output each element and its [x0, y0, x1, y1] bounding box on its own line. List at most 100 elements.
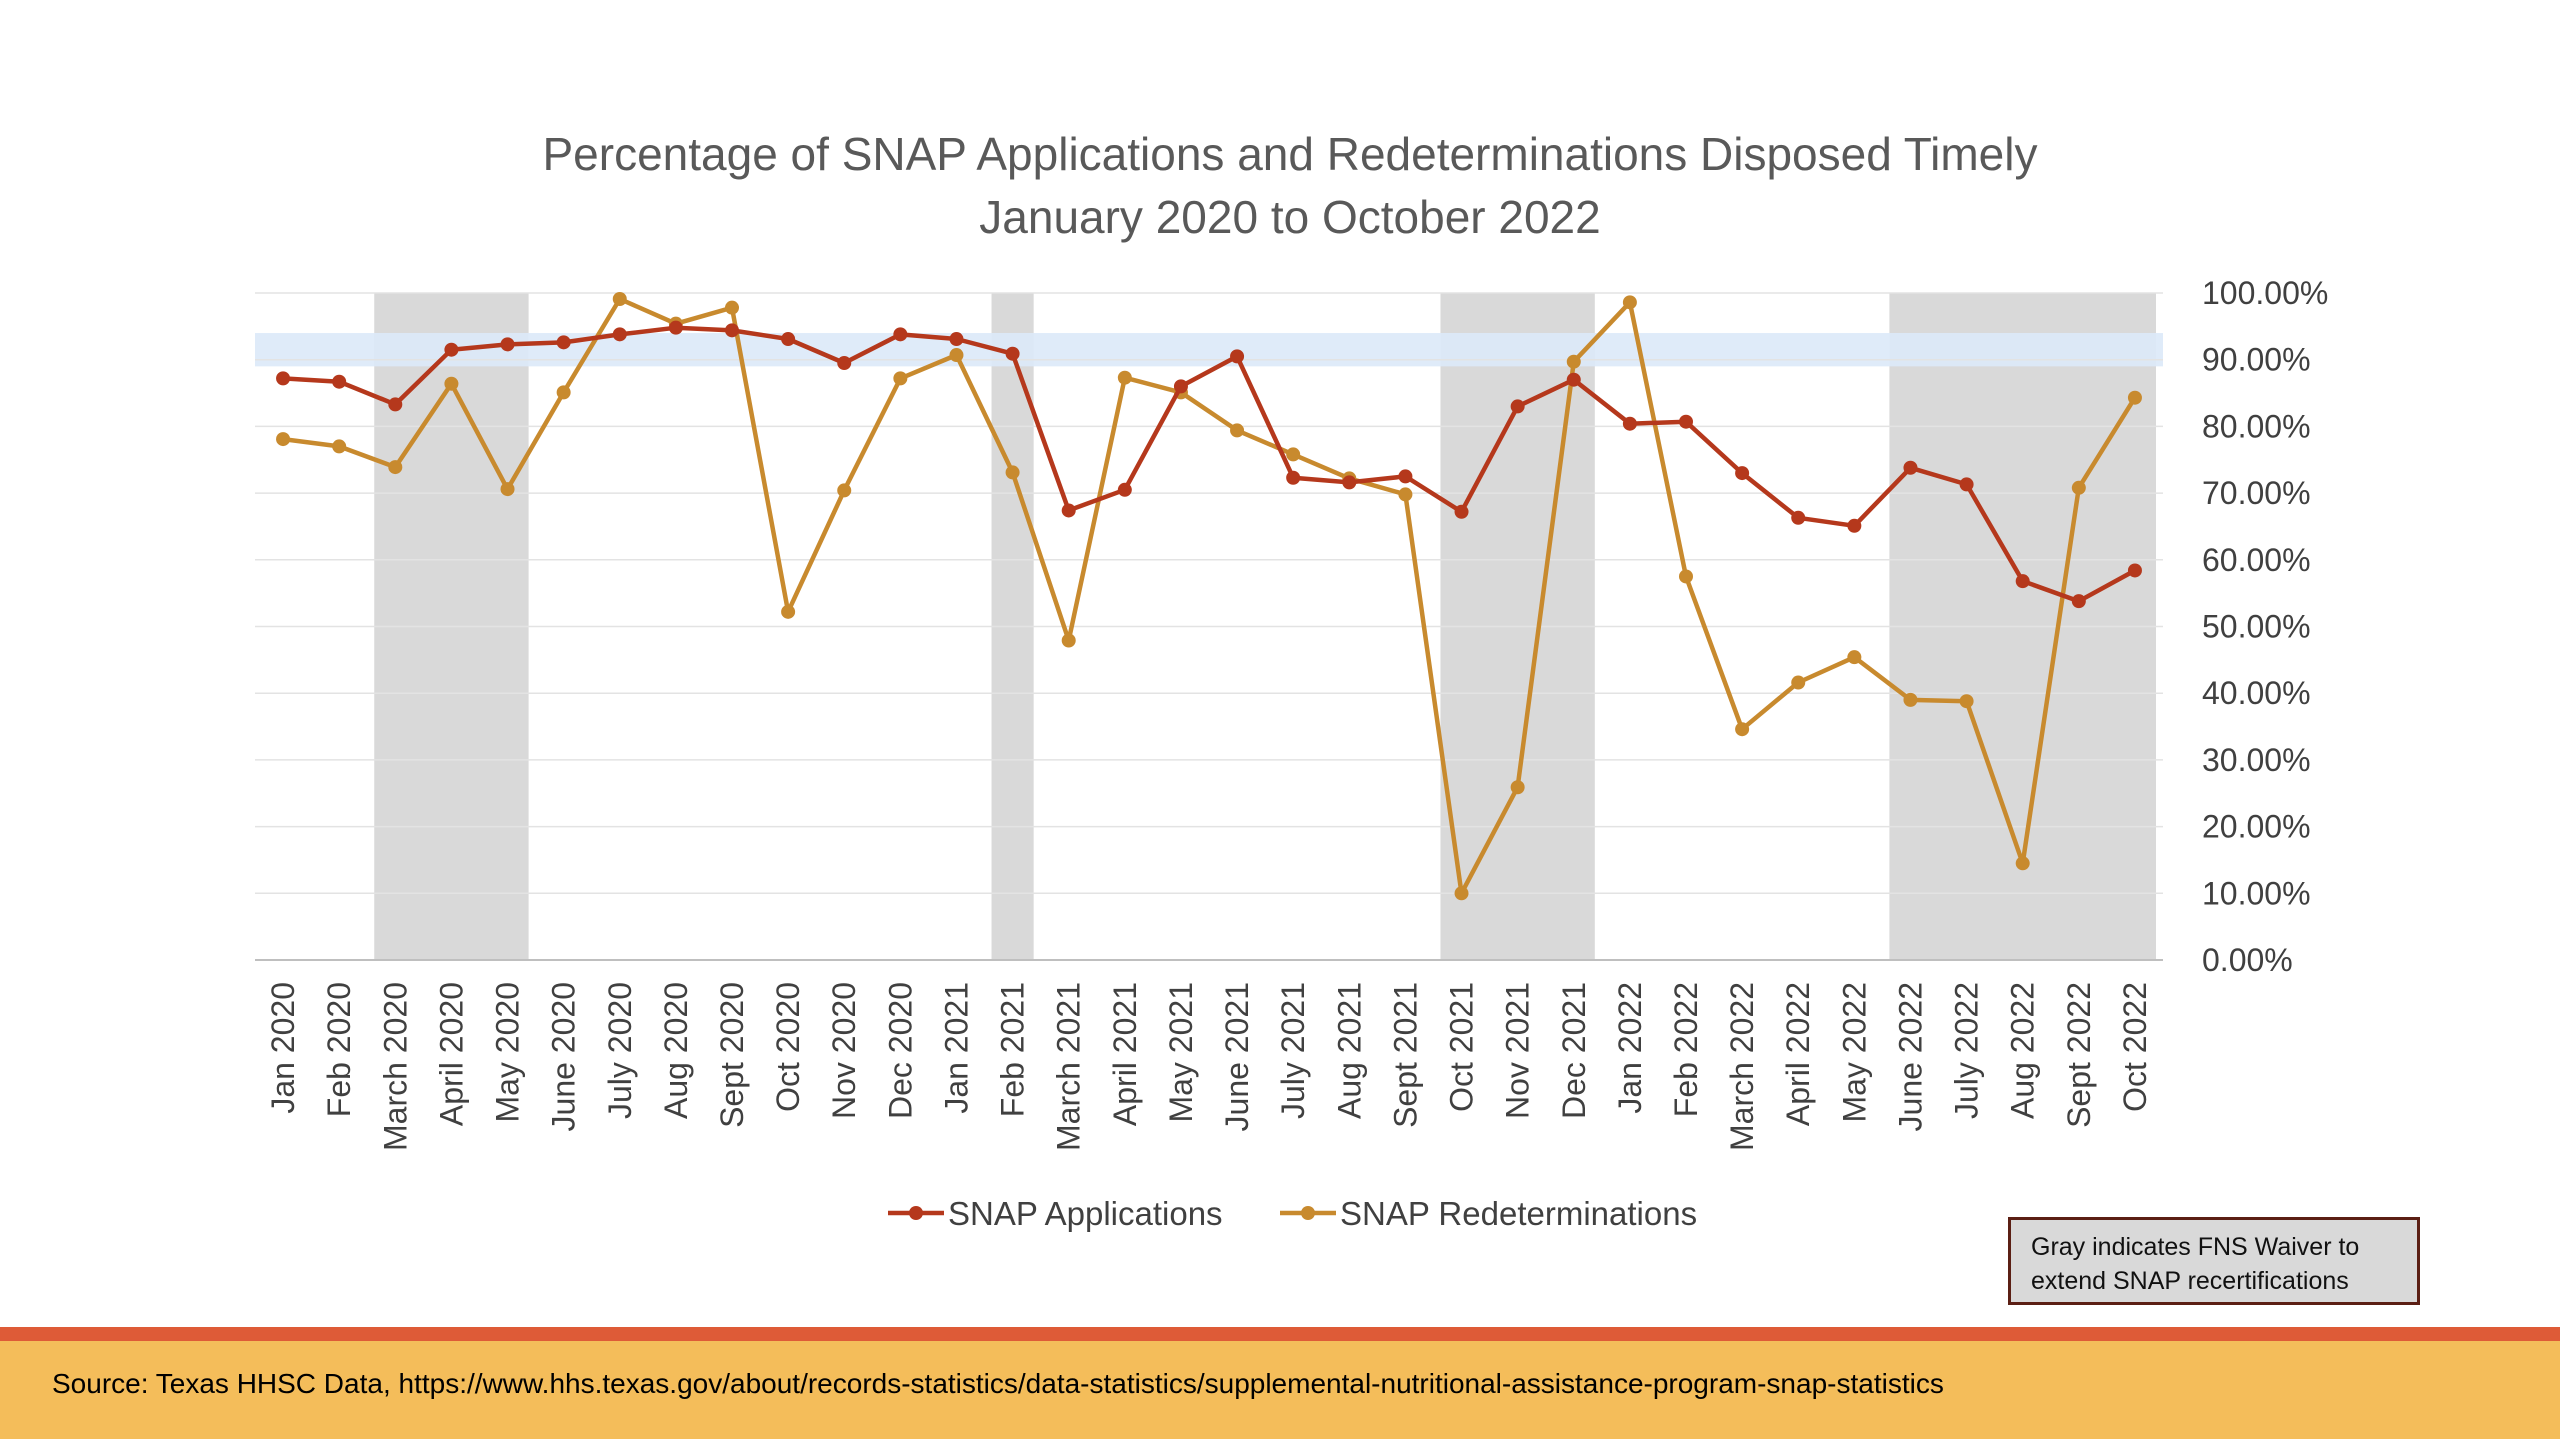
- x-axis-ticks: Jan 2020 Feb 2020 March 2020 April 2020 May …: [265, 982, 2153, 1151]
- x-tick-label: May 2020: [490, 982, 526, 1123]
- data-point: [725, 300, 739, 315]
- data-point: [1230, 349, 1245, 364]
- y-tick-label: 50.00%: [2202, 609, 2311, 645]
- x-tick-label: Oct 2020: [770, 982, 806, 1112]
- data-point: [1398, 469, 1413, 484]
- data-point: [1005, 346, 1020, 361]
- x-tick-label: July 2022: [1949, 982, 1985, 1119]
- data-point: [1735, 466, 1750, 481]
- data-point: [1286, 470, 1301, 485]
- y-tick-label: 70.00%: [2202, 475, 2311, 511]
- series-2: [276, 292, 2142, 901]
- data-point: [893, 371, 908, 386]
- data-point: [781, 332, 796, 347]
- data-point: [444, 342, 459, 357]
- x-tick-label: Oct 2021: [1444, 982, 1480, 1112]
- x-tick-label: May 2022: [1836, 982, 1872, 1123]
- legend-swatch-marker: [909, 1206, 923, 1220]
- data-point: [1566, 372, 1581, 387]
- series-1: [276, 320, 2142, 609]
- y-tick-label: 60.00%: [2202, 542, 2311, 578]
- x-tick-label: March 2022: [1724, 982, 1760, 1151]
- y-tick-label: 20.00%: [2202, 809, 2311, 845]
- data-point: [1117, 370, 1132, 385]
- x-tick-label: June 2021: [1219, 982, 1255, 1131]
- data-point: [2071, 480, 2086, 495]
- data-point: [1791, 510, 1806, 525]
- x-tick-label: Dec 2020: [882, 982, 918, 1119]
- legend: SNAP Applications SNAP Redeterminations: [888, 1195, 1697, 1232]
- data-point: [781, 604, 796, 619]
- x-tick-label: March 2021: [1051, 982, 1087, 1151]
- data-point: [1454, 886, 1469, 901]
- data-point: [837, 356, 852, 371]
- data-point: [388, 460, 403, 475]
- data-point: [1791, 675, 1806, 690]
- x-tick-label: Jan 2020: [265, 982, 301, 1114]
- data-point: [2071, 594, 2086, 609]
- waiver-note-line-1: Gray indicates FNS Waiver to: [2031, 1233, 2360, 1261]
- y-axis-ticks: 100.00% 90.00% 80.00% 70.00% 60.00% 50.00% 40.…: [2202, 275, 2328, 978]
- data-point: [1286, 447, 1301, 462]
- data-point: [276, 432, 291, 447]
- x-tick-label: Jan 2021: [938, 982, 974, 1114]
- target-band-layer: [255, 333, 2163, 367]
- x-tick-label: Nov 2021: [1500, 982, 1536, 1119]
- data-point: [725, 323, 739, 338]
- data-point: [1903, 692, 1918, 707]
- y-tick-label: 30.00%: [2202, 742, 2311, 778]
- legend-swatch-marker: [1301, 1206, 1315, 1220]
- x-tick-label: March 2020: [377, 982, 413, 1151]
- data-point: [1735, 722, 1750, 737]
- x-tick-label: Sept 2021: [1387, 982, 1423, 1128]
- target-band: [255, 333, 2163, 367]
- data-point: [500, 337, 515, 352]
- data-point: [1510, 399, 1525, 414]
- waiver-note-box: Gray indicates FNS Waiver to extend SNAP…: [2008, 1217, 2420, 1305]
- data-point: [612, 292, 627, 307]
- x-tick-label: April 2021: [1107, 982, 1143, 1126]
- data-point: [1510, 780, 1525, 795]
- data-point: [444, 376, 459, 391]
- legend-label: SNAP Redeterminations: [1340, 1195, 1697, 1232]
- x-tick-label: Feb 2022: [1668, 982, 1704, 1117]
- x-tick-label: Dec 2021: [1556, 982, 1592, 1119]
- data-point: [1679, 569, 1693, 584]
- data-point: [1398, 487, 1413, 502]
- x-tick-label: April 2020: [433, 982, 469, 1126]
- data-point: [1061, 633, 1076, 648]
- x-tick-label: May 2021: [1163, 982, 1199, 1123]
- footer-stripe: [0, 1327, 2560, 1341]
- data-point: [1622, 416, 1637, 431]
- y-tick-label: 100.00%: [2202, 275, 2328, 311]
- x-tick-label: Nov 2020: [826, 982, 862, 1119]
- x-tick-label: Sept 2022: [2061, 982, 2097, 1128]
- x-tick-label: Aug 2021: [1331, 982, 1367, 1119]
- x-tick-label: Jan 2022: [1612, 982, 1648, 1114]
- x-tick-label: Aug 2020: [658, 982, 694, 1119]
- data-point: [1622, 295, 1637, 310]
- chart-title: Percentage of SNAP Applications and Rede…: [543, 128, 2038, 180]
- y-tick-label: 40.00%: [2202, 675, 2311, 711]
- data-point: [556, 335, 571, 350]
- x-tick-label: April 2022: [1780, 982, 1816, 1126]
- data-point: [332, 439, 347, 454]
- x-tick-label: Sept 2020: [714, 982, 750, 1128]
- data-point: [1173, 379, 1188, 394]
- x-tick-label: June 2020: [546, 982, 582, 1131]
- series-line: [282, 296, 2137, 896]
- data-point: [500, 482, 515, 497]
- data-point: [949, 332, 964, 347]
- data-point: [668, 320, 683, 335]
- data-point: [1903, 460, 1918, 475]
- data-point: [1959, 694, 1974, 709]
- data-point: [556, 385, 571, 400]
- series-line: [282, 325, 2136, 604]
- x-tick-label: Aug 2022: [2005, 982, 2041, 1119]
- data-point: [2015, 574, 2030, 589]
- chart-subtitle: January 2020 to October 2022: [979, 191, 1600, 243]
- y-tick-label: 10.00%: [2202, 875, 2311, 911]
- x-tick-label: Feb 2020: [321, 982, 357, 1117]
- data-point: [2015, 856, 2030, 871]
